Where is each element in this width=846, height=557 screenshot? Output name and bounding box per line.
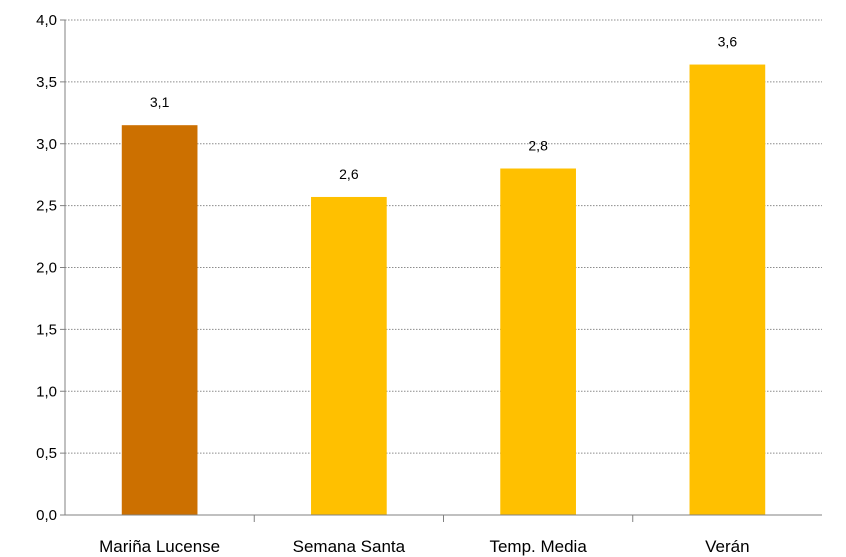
x-tick-label: Verán [705,537,749,556]
x-tick-label: Temp. Media [489,537,587,556]
y-tick-label: 2,5 [36,198,57,215]
bars [121,64,766,516]
data-label: 2,8 [528,138,548,154]
bar [311,196,387,515]
y-tick-label: 1,0 [36,383,57,400]
y-tick-label: 1,5 [36,321,57,338]
y-tick-label: 4,0 [36,12,57,29]
labels: 0,0 0,5 1,0 1,5 2,0 2,5 3,0 3,5 4,0 3,1 Mariña Luc… [36,12,749,556]
data-label: 2,6 [339,166,359,182]
bar [500,168,576,515]
axes [60,19,822,522]
data-label: 3,1 [150,94,170,110]
bar [121,125,198,515]
x-tick-label: Semana Santa [293,537,406,556]
x-tick-label: Mariña Lucense [99,537,220,556]
data-label: 3,6 [718,34,738,50]
y-tick-label: 0,0 [36,507,57,524]
bar [689,64,766,516]
y-tick-label: 2,0 [36,260,57,277]
y-tick-label: 0,5 [36,445,57,462]
y-tick-label: 3,5 [36,74,57,91]
y-tick-label: 3,0 [36,136,57,153]
